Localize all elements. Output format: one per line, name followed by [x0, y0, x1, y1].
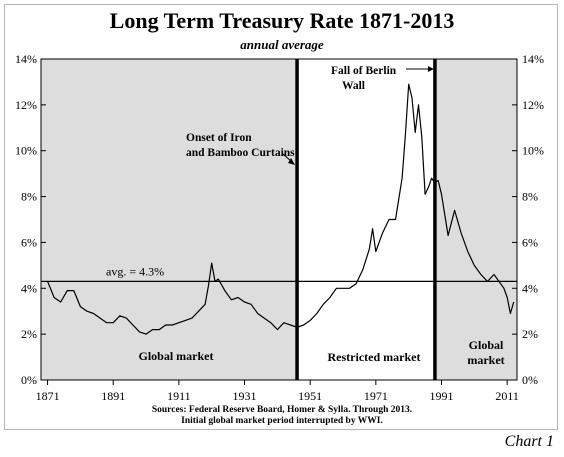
chart-subtitle: annual average [240, 37, 324, 52]
sources-note: Sources: Federal Reserve Board, Homer & … [0, 405, 564, 427]
plot-border [40, 58, 518, 381]
y-tick-label-left: 4% [21, 281, 37, 295]
x-tick-label: 1991 [429, 389, 453, 403]
series-line-0 [47, 83, 515, 335]
y-tick-label-right: 14% [522, 52, 544, 66]
sources-text: Sources: Federal Reserve Board, Homer & … [151, 405, 413, 415]
chart-number-label: Chart 1 [504, 433, 554, 450]
event-label-berlin-wall: Wall [342, 80, 365, 92]
average-reference: avg. = 4.3% [41, 264, 517, 283]
x-tick-label: 1951 [298, 389, 322, 403]
region-label-1: Restricted market [328, 350, 421, 364]
event-label-iron-curtain: and Bamboo Curtains [186, 147, 295, 159]
region-2 [434, 59, 517, 380]
event-label-berlin-wall: Fall of Berlin [331, 65, 397, 77]
y-tick-label-left: 12% [15, 98, 37, 112]
region-label-2: Global [469, 338, 504, 352]
chart-axes: 0% 0% 2% 2% 4% 4% 6% 6% 8% 8% 10% 10% 12% 12% 14% 14% 18… [15, 52, 544, 403]
market-regions [41, 59, 517, 380]
event-label-iron-curtain: Onset of Iron [186, 132, 252, 144]
series-lines [47, 83, 515, 335]
y-tick-label-left: 14% [15, 52, 37, 66]
x-tick-label: 1911 [167, 389, 191, 403]
wwi-note: Initial global market period interrupted… [181, 416, 383, 426]
chart-title: Long Term Treasury Rate 1871-2013 [109, 8, 455, 33]
x-tick-label: 1891 [101, 389, 125, 403]
region-1 [297, 59, 435, 380]
event-arrow-head [427, 66, 434, 72]
y-tick-label-right: 2% [522, 327, 538, 341]
average-label: avg. = 4.3% [106, 264, 164, 278]
y-tick-label-left: 2% [21, 327, 37, 341]
region-label-2: market [467, 353, 504, 367]
region-labels: Global market Restricted market Globalmark… [139, 338, 505, 367]
y-tick-label-left: 6% [21, 235, 37, 249]
y-tick-label-right: 10% [522, 144, 544, 158]
event-markers: Onset of Iron and Bamboo Curtains Fall of … [186, 59, 437, 380]
region-label-0: Global market [139, 349, 214, 363]
y-tick-label-right: 12% [522, 98, 544, 112]
x-tick-label: 2011 [495, 389, 519, 403]
x-tick-label: 1931 [233, 389, 257, 403]
event-arrow-head [288, 158, 296, 165]
y-tick-label-right: 0% [522, 373, 538, 387]
x-tick-label: 1871 [36, 389, 60, 403]
y-tick-label-right: 6% [522, 235, 538, 249]
y-tick-label-left: 10% [15, 144, 37, 158]
y-tick-label-left: 0% [21, 373, 37, 387]
y-tick-label-left: 8% [21, 190, 37, 204]
x-tick-label: 1971 [364, 389, 388, 403]
y-tick-label-right: 4% [522, 281, 538, 295]
region-0 [41, 59, 298, 380]
y-tick-label-right: 8% [522, 190, 538, 204]
